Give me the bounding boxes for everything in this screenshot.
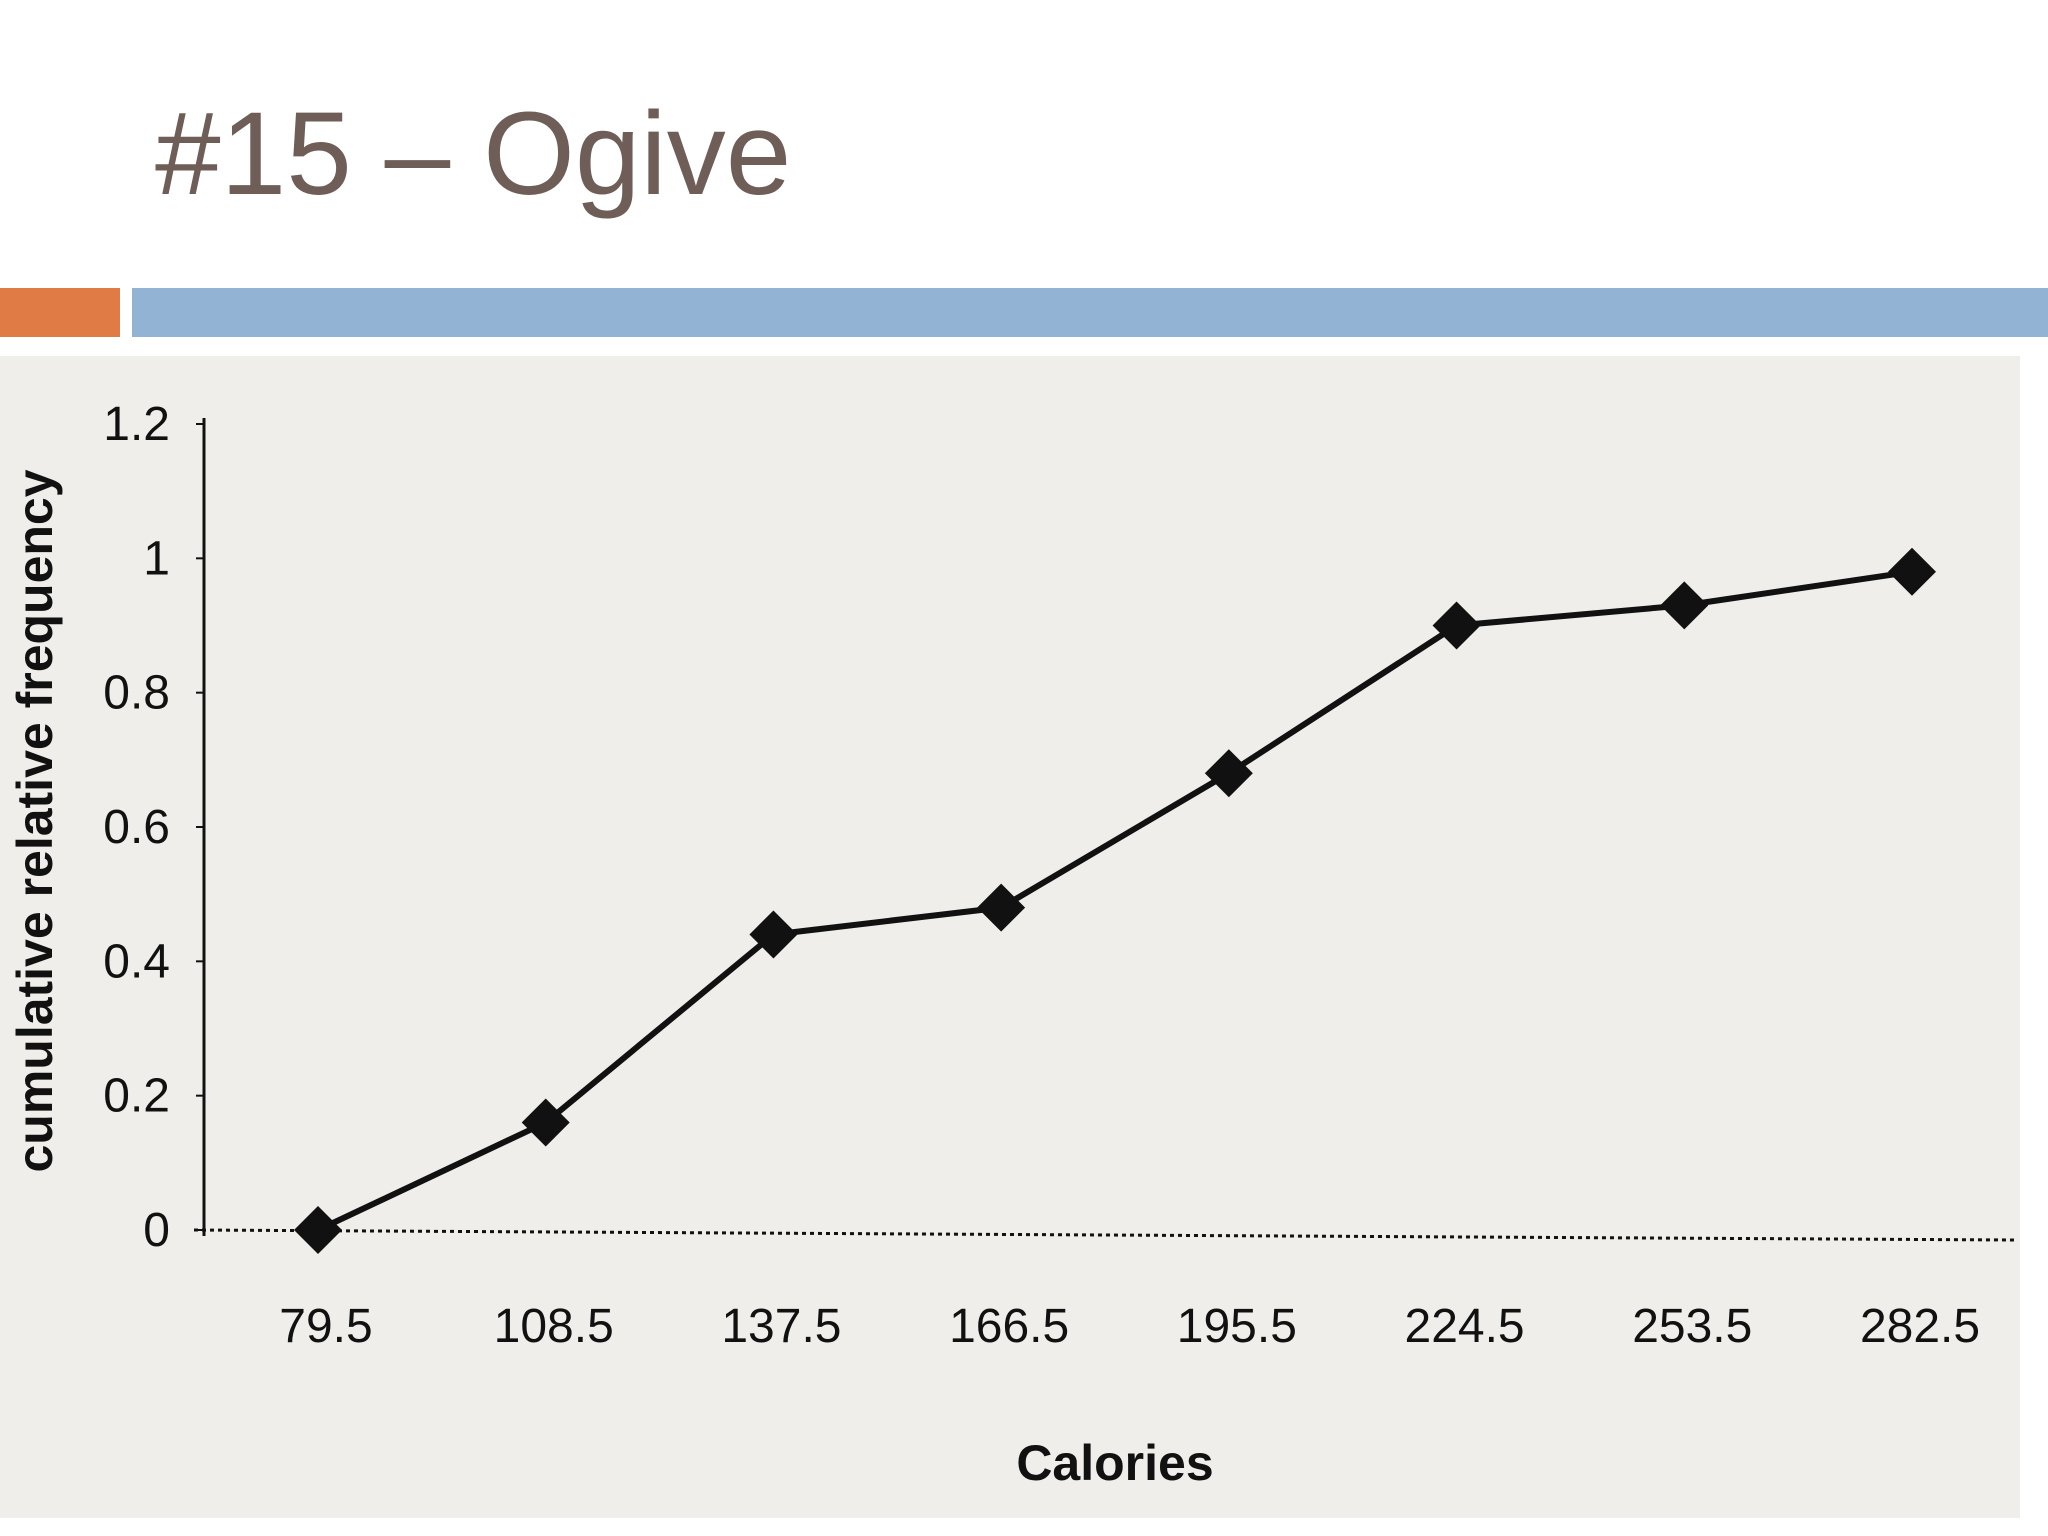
data-point-marker <box>1660 581 1709 630</box>
x-axis-title: Calories <box>1016 1435 1213 1491</box>
ogive-chart: 0 0.2 0.4 0.6 0.8 1 1.2 79.5 108.5 137.5 166.5 195… <box>0 356 2020 1518</box>
accent-bar-blue <box>132 288 2048 337</box>
data-point-marker <box>1432 601 1481 650</box>
x-tick-label: 253.5 <box>1632 1300 1752 1353</box>
data-point-marker <box>294 1206 342 1254</box>
slide-title: #15 – Ogive <box>155 88 792 220</box>
x-tick-labels: 79.5 108.5 137.5 166.5 195.5 224.5 253.5 282.5 <box>279 1300 1980 1353</box>
x-tick-label: 108.5 <box>494 1300 614 1353</box>
x-axis-line <box>193 1228 2015 1242</box>
x-tick-label: 224.5 <box>1405 1300 1525 1353</box>
x-tick-label: 79.5 <box>279 1300 372 1353</box>
data-point-marker <box>1888 547 1936 596</box>
x-tick-label: 282.5 <box>1860 1300 1980 1353</box>
y-tick-label: 1 <box>143 532 170 585</box>
series-group <box>294 547 1936 1254</box>
x-tick-label: 166.5 <box>949 1300 1069 1353</box>
series-line <box>316 568 1913 1233</box>
y-tick-label: 0.8 <box>103 667 170 720</box>
accent-bar-orange <box>0 288 120 337</box>
data-point-marker <box>749 910 798 959</box>
data-point-marker <box>977 883 1026 932</box>
y-axis-title: cumulative relative frequency <box>7 469 63 1172</box>
y-tick-labels: 0 0.2 0.4 0.6 0.8 1 1.2 <box>103 398 204 1257</box>
chart-svg: 0 0.2 0.4 0.6 0.8 1 1.2 79.5 108.5 137.5 166.5 195… <box>7 398 2015 1491</box>
data-point-marker <box>521 1098 570 1147</box>
y-tick-label: 0.2 <box>103 1070 170 1123</box>
y-tick-label: 1.2 <box>103 398 170 451</box>
x-tick-label: 137.5 <box>721 1300 841 1353</box>
y-tick-label: 0 <box>143 1204 170 1257</box>
x-tick-label: 195.5 <box>1177 1300 1297 1353</box>
y-tick-label: 0.6 <box>103 801 170 854</box>
data-point-marker <box>1204 749 1253 798</box>
y-tick-label: 0.4 <box>103 935 170 988</box>
